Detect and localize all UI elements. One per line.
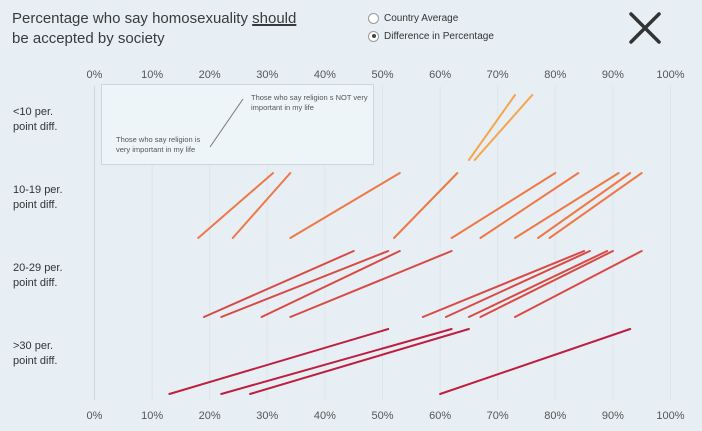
view-toggle: Country Average Difference in Percentage [368,9,494,45]
title-emphasis: should [252,10,297,27]
slope-segment [202,250,355,318]
x-tick-label-top: 100% [656,69,684,81]
title-text: Percentage who say homosexuality [12,10,253,27]
slope-segment [393,172,459,239]
slope-segment [513,250,643,318]
slope-segment [220,328,453,395]
x-tick-label-bottom: 20% [199,410,221,422]
close-icon[interactable] [628,12,662,44]
slope-segment [479,250,614,318]
radio-icon [368,12,379,24]
x-tick-label-top: 50% [371,69,393,81]
x-tick-label-top: 40% [314,69,336,81]
slope-segment [450,172,557,239]
slope-segment [231,172,292,239]
slope-segment [467,94,516,161]
row-label: 10-19 per. point diff. [13,184,63,211]
row-label: >30 per. point diff. [13,340,58,367]
legend-high-label: Those who say religion s NOT very import… [251,93,368,112]
x-tick-label-bottom: 0% [87,410,103,422]
radio-label: Difference in Percentage [384,30,494,42]
x-tick-label-bottom: 60% [429,410,451,422]
slope-segment [473,94,534,161]
slope-segment [537,172,632,239]
x-tick-label-top: 90% [602,69,624,81]
slope-segment [197,172,275,239]
chart-title: Percentage who say homosexuality should … [12,9,312,49]
slope-segment [260,250,401,318]
slope-segment [439,328,632,395]
x-tick-label-bottom: 50% [371,410,393,422]
legend-low-label: Those who say religion is very important… [116,135,201,154]
x-tick-label-top: 30% [256,69,278,81]
slope-segment [467,250,609,318]
slope-segment [548,172,643,239]
title-text-end: be accepted by society [12,30,165,47]
x-tick-label-bottom: 100% [656,410,684,422]
x-tick-label-top: 60% [429,69,451,81]
slope-segment [421,250,586,318]
slope-segment [249,328,470,395]
radio-selected-icon [368,30,379,42]
x-tick-label-top: 70% [487,69,509,81]
x-tick-label-top: 0% [87,69,103,81]
x-tick-label-bottom: 80% [544,410,566,422]
legend-line [209,98,244,148]
x-tick-label-top: 80% [544,69,566,81]
radio-country-average[interactable]: Country Average [368,9,494,27]
legend-box: Those who say religion is very important… [101,84,374,165]
slope-segment [289,172,401,239]
slope-segment [289,250,453,318]
row-label: 20-29 per. point diff. [13,262,63,289]
slope-segment [168,328,390,395]
slope-segment [513,172,620,239]
x-tick-label-top: 10% [141,69,163,81]
radio-difference-percentage[interactable]: Difference in Percentage [368,27,494,45]
slope-segment [479,172,580,239]
x-tick-label-bottom: 40% [314,410,336,422]
x-tick-label-bottom: 30% [256,410,278,422]
x-tick-label-bottom: 70% [487,410,509,422]
slope-segment [220,250,390,318]
radio-label: Country Average [384,12,459,24]
x-tick-label-bottom: 90% [602,410,624,422]
x-tick-label-top: 20% [199,69,221,81]
row-label: <10 per. point diff. [13,106,58,133]
slope-segment [444,250,591,318]
x-tick-label-bottom: 10% [141,410,163,422]
